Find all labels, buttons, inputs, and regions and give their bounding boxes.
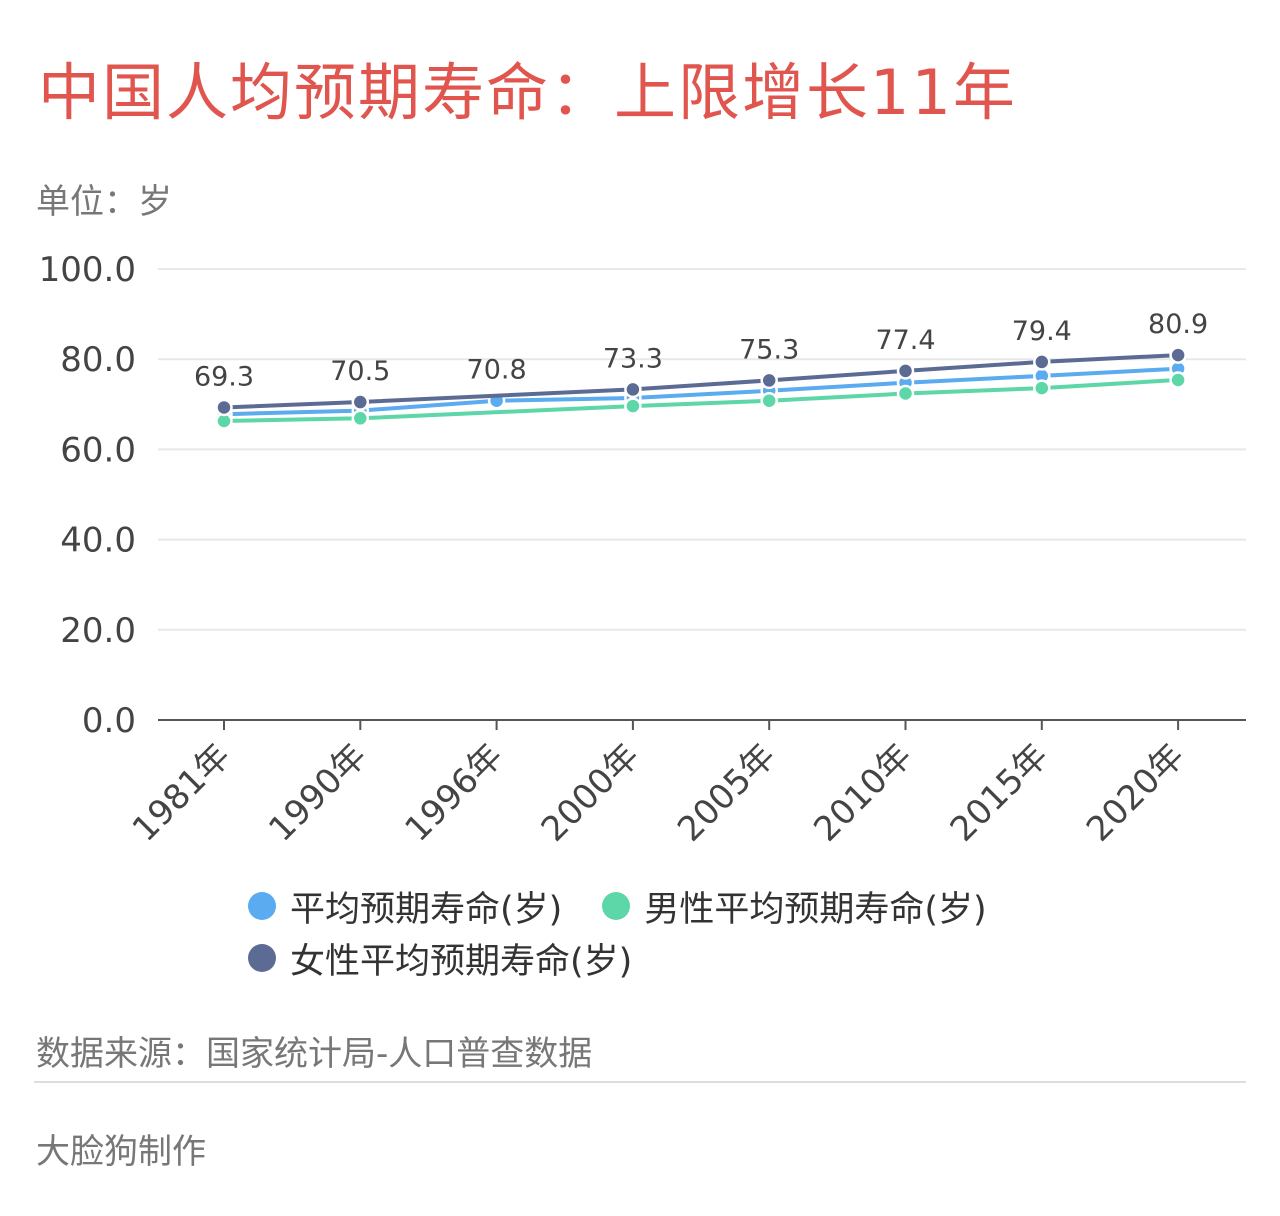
legend-label-avg: 平均预期寿命(岁) xyxy=(290,889,563,930)
data-label-female-3: 73.3 xyxy=(603,343,663,374)
unit-label: 单位：岁 xyxy=(36,182,172,222)
y-tick-label-0: 0.0 xyxy=(82,701,136,741)
data-point-female-5 xyxy=(896,362,915,380)
data-source: 数据来源：国家统计局-人口普查数据 xyxy=(36,1034,593,1074)
series-line-avg xyxy=(223,366,1179,417)
legend-item-avg[interactable]: 平均预期寿命(岁) xyxy=(248,881,562,932)
legend-dot-female-icon xyxy=(248,944,276,972)
data-label-female-1: 70.5 xyxy=(330,356,390,387)
y-tick-label-4: 80.0 xyxy=(60,340,136,380)
x-tick-label-4: 2005年 xyxy=(670,736,784,850)
legend-label-female: 女性平均预期寿命(岁) xyxy=(290,941,633,982)
legend-item-male[interactable]: 男性平均预期寿命(岁) xyxy=(602,881,987,932)
legend-item-female[interactable]: 女性平均预期寿命(岁) xyxy=(248,933,632,984)
y-tick-label-3: 60.0 xyxy=(60,430,136,470)
legend: 平均预期寿命(岁) 男性平均预期寿命(岁) 女性平均预期寿命(岁) xyxy=(248,880,1148,984)
legend-row-2: 女性平均预期寿命(岁) xyxy=(248,932,1148,984)
data-point-male-3 xyxy=(624,397,642,415)
data-point-male-6 xyxy=(1033,379,1051,397)
x-tick-label-3: 2000年 xyxy=(534,736,648,850)
x-tick-label-0: 1981年 xyxy=(125,736,239,850)
divider xyxy=(34,1081,1246,1083)
legend-row-1: 平均预期寿命(岁) 男性平均预期寿命(岁) xyxy=(248,880,1148,932)
data-label-female-0: 69.3 xyxy=(194,361,254,392)
x-tick-label-6: 2015年 xyxy=(943,736,1057,850)
data-label-female-4: 75.3 xyxy=(739,334,799,365)
legend-label-male: 男性平均预期寿命(岁) xyxy=(644,889,987,930)
data-point-female-3 xyxy=(624,380,642,399)
data-point-female-6 xyxy=(1033,353,1051,371)
data-point-male-1 xyxy=(351,409,370,428)
y-tick-label-2: 40.0 xyxy=(60,521,136,561)
data-point-female-7 xyxy=(1169,346,1187,364)
y-tick-label-1: 20.0 xyxy=(60,611,136,651)
legend-dot-male-icon xyxy=(602,892,631,920)
data-label-avg-2: 70.8 xyxy=(467,355,527,386)
x-tick-label-2: 1996年 xyxy=(397,736,511,850)
data-point-male-5 xyxy=(896,384,915,403)
credit: 大脸狗制作 xyxy=(36,1132,206,1172)
x-tick-label-5: 2010年 xyxy=(806,736,920,850)
y-tick-label-5: 100.0 xyxy=(39,250,136,290)
data-point-female-0 xyxy=(215,398,233,417)
data-label-female-6: 79.4 xyxy=(1012,316,1072,347)
x-tick-label-7: 2020年 xyxy=(1079,736,1193,850)
chart-title: 中国人均预期寿命：上限增长11年 xyxy=(38,56,1017,129)
x-tick-label-1: 1990年 xyxy=(261,736,375,850)
data-point-female-4 xyxy=(760,371,778,390)
data-label-female-7: 80.9 xyxy=(1148,309,1208,340)
data-point-male-4 xyxy=(760,391,778,410)
legend-dot-avg-icon xyxy=(248,892,276,920)
data-point-female-1 xyxy=(351,393,370,411)
data-label-female-5: 77.4 xyxy=(875,325,935,356)
data-point-male-7 xyxy=(1169,371,1187,389)
